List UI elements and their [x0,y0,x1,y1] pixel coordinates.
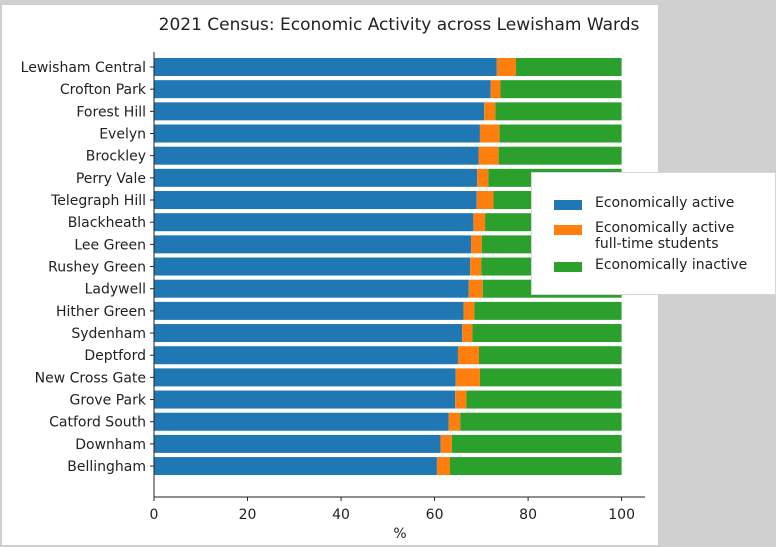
bar-segment-0 [154,58,497,76]
bar-segment-2 [472,324,622,343]
legend-swatch [554,262,582,272]
y-tick-label: Sydenham [71,326,146,342]
bar-segment-2 [498,146,622,165]
bar-segment-1 [455,390,467,409]
bar-segment-1 [462,324,473,343]
y-axis: Lewisham Central Crofton Park Forest Hill E… [21,52,155,497]
y-tick-label: Evelyn [99,127,146,143]
bar-segment-0 [154,102,485,121]
bar-segment-1 [478,146,499,165]
bar-segment-2 [499,124,622,143]
x-tick-label: 60 [426,507,444,523]
x-axis: 0 20 40 60 80 100 [150,496,645,523]
legend-swatch [554,200,582,210]
bar-segment-1 [496,58,516,76]
bar-segment-0 [154,368,456,387]
bar-segment-1 [436,457,451,476]
bar-segment-2 [500,80,622,99]
y-tick-label: Crofton Park [60,82,147,98]
bar-segment-1 [463,301,475,320]
bar-segment-0 [154,324,463,343]
bar-segment-1 [440,434,452,453]
legend-item: Economically active [554,195,734,211]
bar-segment-1 [476,191,494,210]
x-tick-label: 100 [608,507,635,523]
bar-segment-1 [473,213,486,232]
legend-item: Economically active full-time students [554,220,734,252]
bar-segment-1 [455,368,480,387]
bar-segment-0 [154,146,479,165]
bar-segment-0 [154,412,449,431]
bar-segment-0 [154,257,471,276]
bar-segment-2 [474,301,622,320]
x-tick-label: 80 [519,507,537,523]
y-tick-label: Lee Green [74,237,146,253]
bar-segment-1 [490,80,501,99]
bar-segment-2 [466,390,622,409]
bar-segment-0 [154,80,491,99]
x-tick-label: 20 [239,507,257,523]
bar-segment-1 [457,346,479,365]
legend-label: Economically active [595,195,735,211]
bar-segment-2 [460,412,622,431]
bar-segment-1 [484,102,496,121]
legend-item: Economically inactive [554,257,747,273]
y-tick-label: Deptford [84,348,146,364]
y-tick-label: Brockley [86,149,146,165]
y-tick-label: Rushey Green [48,260,146,276]
y-tick-label: Downham [75,437,146,453]
y-tick-label: Forest Hill [76,104,146,120]
y-tick-label: Ladywell [85,282,146,298]
y-tick-label: Catford South [49,415,146,431]
chart-legend: Economically active Economically active f… [531,172,776,295]
bar-segment-0 [154,168,478,187]
bar-segment-1 [470,257,482,276]
bar-segment-0 [154,235,472,254]
x-tick-label: 40 [332,507,350,523]
bar-segment-1 [448,412,461,431]
bar-segment-0 [154,457,437,476]
bar-segment-0 [154,279,469,298]
bar-segment-2 [451,434,622,453]
bar-segment-2 [478,346,622,365]
x-tick-label: 0 [150,507,159,523]
y-tick-label: Telegraph Hill [50,193,146,209]
bar-segment-0 [154,434,441,453]
y-tick-label: Lewisham Central [21,60,146,76]
x-axis-label: % [393,526,406,542]
bar-segment-1 [479,124,500,143]
y-tick-label: Grove Park [70,393,147,409]
y-tick-label: New Cross Gate [35,370,146,386]
chart-svg: 2021 Census: Economic Activity across Le… [21,15,645,542]
y-tick-label: Blackheath [68,215,146,231]
bar-segment-0 [154,346,458,365]
bar-segment-0 [154,301,464,320]
y-tick-label: Bellingham [67,459,146,475]
legend-label: Economically active full-time students [595,220,735,252]
legend-swatch [554,225,582,235]
bar-segment-1 [468,279,483,298]
y-tick-label: Perry Vale [76,171,146,187]
bar-segment-0 [154,191,477,210]
bar-segment-0 [154,390,456,409]
bars-layer [154,58,622,476]
bar-segment-2 [450,457,622,476]
bar-segment-0 [154,124,480,143]
bar-segment-0 [154,213,474,232]
y-tick-label: Hither Green [56,304,146,320]
bar-segment-2 [495,102,622,121]
legend-label: Economically inactive [595,257,748,273]
bar-segment-2 [479,368,622,387]
bar-segment-1 [477,168,489,187]
bar-segment-2 [515,58,622,76]
chart-title: 2021 Census: Economic Activity across Le… [159,15,640,35]
bar-segment-1 [471,235,482,254]
